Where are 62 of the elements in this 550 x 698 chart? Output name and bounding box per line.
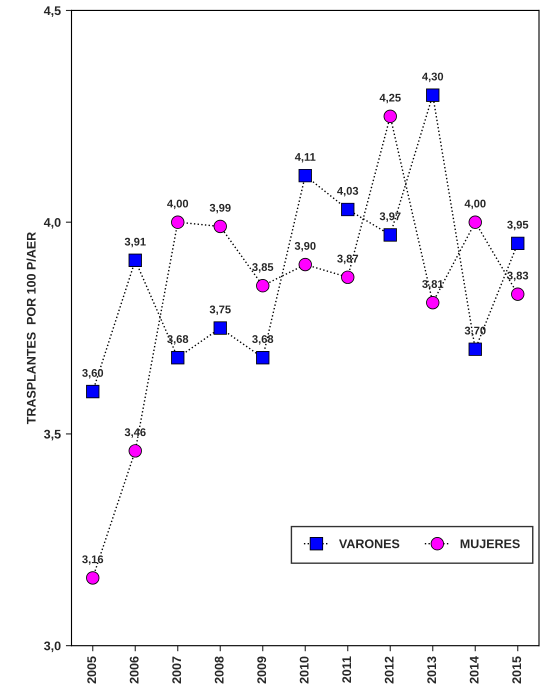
y-tick-label: 4,0 <box>44 218 61 229</box>
point <box>171 351 184 364</box>
data-label: 3,75 <box>210 305 231 315</box>
data-label: 3,99 <box>210 204 231 214</box>
point <box>171 216 184 229</box>
x-tick-label: 2007 <box>172 656 182 684</box>
data-label: 3,68 <box>252 335 274 345</box>
legend-label: VARONES <box>339 539 400 548</box>
x-tick-label: 2015 <box>512 656 522 684</box>
data-label: 4,11 <box>294 153 316 163</box>
y-tick-label: 3,5 <box>44 430 61 440</box>
point <box>298 168 312 182</box>
x-tick-label: 2012 <box>384 656 394 684</box>
data-label: 3,97 <box>380 212 401 222</box>
point <box>341 270 354 284</box>
point <box>468 216 482 229</box>
point <box>86 384 100 398</box>
data-label: 4,00 <box>167 200 188 210</box>
point <box>511 236 524 250</box>
data-label: 3,83 <box>507 272 528 282</box>
data-label: 3,85 <box>252 263 274 273</box>
data-label: 4,00 <box>464 200 486 210</box>
point <box>384 110 397 124</box>
x-tick-label: 2006 <box>130 656 139 684</box>
point <box>468 342 482 356</box>
data-label: 4,25 <box>380 94 401 104</box>
point <box>384 228 397 242</box>
data-label: 3,90 <box>294 242 316 252</box>
point <box>214 321 227 335</box>
x-tick-label: 2008 <box>214 656 224 684</box>
y-tick-label: 4,5 <box>44 6 61 17</box>
data-label: 3,70 <box>464 326 486 336</box>
legend-label: MUJERES <box>460 539 520 548</box>
data-label: 3,60 <box>82 369 104 378</box>
x-tick-label: 2014 <box>470 656 479 684</box>
point <box>511 288 524 301</box>
point <box>214 220 227 234</box>
x-tick-label: 2013 <box>427 656 436 684</box>
point <box>256 279 270 292</box>
point <box>128 444 142 458</box>
point <box>426 88 440 102</box>
y-tick-label: 3,0 <box>44 641 61 652</box>
point <box>128 254 142 267</box>
data-label: 4,03 <box>337 186 358 196</box>
x-tick-label: 2011 <box>342 656 352 683</box>
point <box>298 258 312 272</box>
y-axis-title: TRASPLANTES POR 100 P/AER <box>26 232 36 424</box>
x-tick-label: 2005 <box>87 656 96 684</box>
point <box>256 351 270 364</box>
x-tick-label: 2010 <box>300 656 309 684</box>
data-label: 4,30 <box>422 72 444 82</box>
data-label: 3,16 <box>82 555 104 565</box>
data-label: 3,81 <box>422 280 444 290</box>
point <box>86 571 100 585</box>
data-label: 3,91 <box>124 238 146 248</box>
data-label: 3,46 <box>124 428 146 438</box>
point <box>426 296 440 310</box>
x-tick-label: 2009 <box>257 656 266 684</box>
data-label: 3,95 <box>507 220 528 230</box>
point <box>341 202 354 216</box>
data-label: 3,87 <box>337 254 358 264</box>
data-label: 3,68 <box>167 335 188 345</box>
